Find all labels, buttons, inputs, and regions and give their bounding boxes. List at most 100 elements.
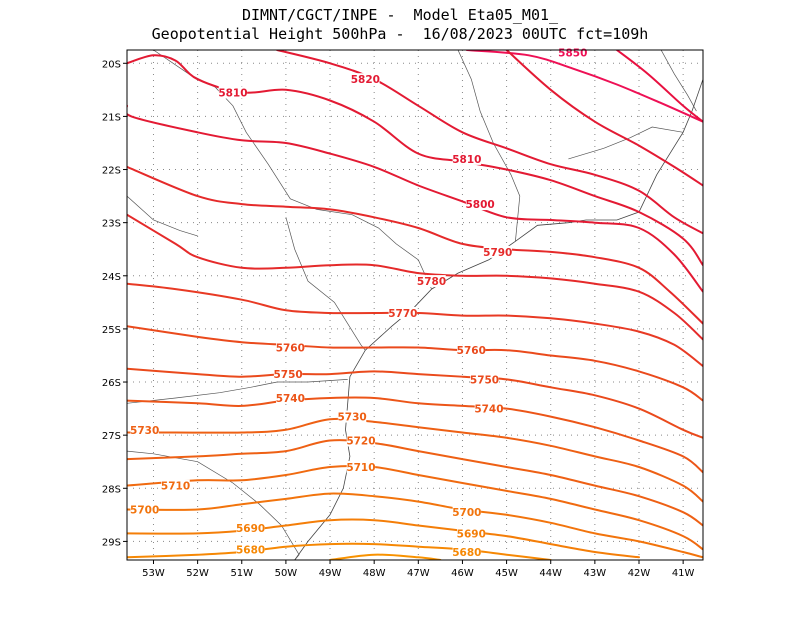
chart-title-line-2: Geopotential Height 500hPa - 16/08/2023 … [151,25,649,43]
contour-label-5720: 5720 [346,435,375,447]
plot-frame [126,49,704,561]
lon-tick-label: 46W [451,568,474,579]
contour-label-5740: 5740 [276,393,305,405]
state-border [127,195,198,237]
contour-label-bg [483,245,512,258]
lat-tick-label: 28S [102,484,121,495]
lon-tick-label: 51W [230,568,253,579]
lon-tick-label: 50W [275,568,298,579]
contour-5830 [505,50,703,187]
contour-label-bg [218,86,248,99]
contour-label-5700: 5700 [130,505,159,517]
contour-label-bg [452,152,482,165]
contour-label-5710: 5710 [161,481,190,493]
latitude-axis: 20S 21S 22S 23S 24S 25S 26S 27S 28S 29S [102,59,127,548]
contour-label-bg [130,503,159,516]
contour-label-5690: 5690 [457,528,486,540]
contour-label-bg [276,341,305,354]
contour-labels: 5850 5820 5810 5810 5800 5790 5780 5770 5760 5760… [130,46,587,559]
contour-label-5780: 5780 [417,276,446,288]
contour-label-5820: 5820 [351,74,380,86]
contour-label-bg [273,368,303,381]
contour-5740 [127,396,703,474]
lon-tick-label: 42W [628,568,651,579]
contour-5770 [127,282,703,368]
lon-tick-label: 44W [539,568,562,579]
contour-5720 [127,439,703,527]
contour-label-bg [346,461,376,474]
lon-tick-label: 52W [186,568,209,579]
contour-label-bg [465,198,495,211]
lat-tick-label: 26S [102,378,121,389]
contour-label-bg [276,391,305,404]
contour-label-5760: 5760 [457,345,486,357]
lat-tick-label: 27S [102,431,121,442]
height-contours [127,50,703,560]
chart-title-line-1: DIMNT/CGCT/INPE - Model Eta05_M01_ [241,6,559,24]
contour-label-bg [130,423,159,436]
contour-label-5800: 5800 [465,199,494,211]
contour-label-5810: 5810 [218,88,247,100]
contour-label-bg [388,306,418,319]
lat-tick-label: 21S [102,112,121,123]
contour-label-5740: 5740 [474,404,503,416]
contour-5790 [127,165,703,325]
contour-5700 [127,492,703,559]
contour-label-bg [470,373,499,386]
contour-5710 [127,465,703,551]
contour-label-5690: 5690 [236,523,265,535]
contour-label-5730: 5730 [337,412,366,424]
lat-tick-label: 23S [102,219,121,230]
lon-tick-label: 48W [363,568,386,579]
contour-label-bg [457,344,486,357]
contour-label-bg [417,275,446,288]
contour-5780 [127,213,703,341]
lat-tick-label: 25S [102,325,121,336]
contour-label-bg [452,546,482,559]
contour-5730 [127,417,703,503]
lat-tick-label: 22S [102,166,121,177]
contour-label-5730: 5730 [130,425,159,437]
state-border [285,217,366,351]
lat-tick-label: 24S [102,272,121,283]
contour-5680 [127,542,552,560]
lon-tick-label: 41W [672,568,695,579]
lon-tick-label: 45W [495,568,518,579]
contour-5760 [127,325,703,402]
state-border [127,450,300,560]
contour-label-bg [236,522,265,535]
contour-5840 [615,50,703,123]
contour-label-5710: 5710 [346,462,375,474]
dotted-gridlines [127,50,703,560]
contour-5750 [127,367,703,439]
contour-label-5700: 5700 [452,507,481,519]
contour-label-5750: 5750 [273,369,302,381]
state-border [127,379,348,404]
contour-label-5810: 5810 [452,154,481,166]
geographic-boundaries [127,50,703,560]
contour-5670 [329,553,442,560]
lon-tick-label: 49W [319,568,342,579]
contour-5800 [127,104,703,293]
state-border [568,126,684,160]
state-border [660,50,697,112]
lon-tick-label: 47W [407,568,430,579]
lon-tick-label: 53W [142,568,165,579]
contour-label-5770: 5770 [388,308,417,320]
lat-tick-label: 20S [102,59,121,70]
coastline [294,79,703,560]
contour-label-bg [457,527,486,540]
contour-5690 [127,518,640,559]
contour-label-bg [351,73,380,86]
contour-label-bg [474,402,504,415]
contour-5810 [127,54,703,267]
contour-label-bg [161,479,190,492]
contour-label-5760: 5760 [276,343,305,355]
contour-label-5680: 5680 [452,547,481,559]
longitude-axis: 53W 52W 51W 50W 49W 48W 47W 46W 45W 44W 43W 42W 41W [142,560,695,579]
lon-tick-label: 43W [584,568,607,579]
contour-5850 [465,50,703,123]
contour-label-5680: 5680 [236,544,265,556]
contour-label-5790: 5790 [483,247,512,259]
